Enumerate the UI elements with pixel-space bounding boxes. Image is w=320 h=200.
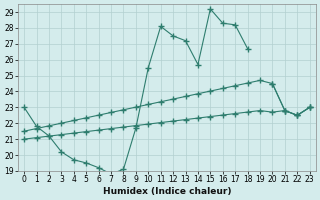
X-axis label: Humidex (Indice chaleur): Humidex (Indice chaleur)	[103, 187, 231, 196]
